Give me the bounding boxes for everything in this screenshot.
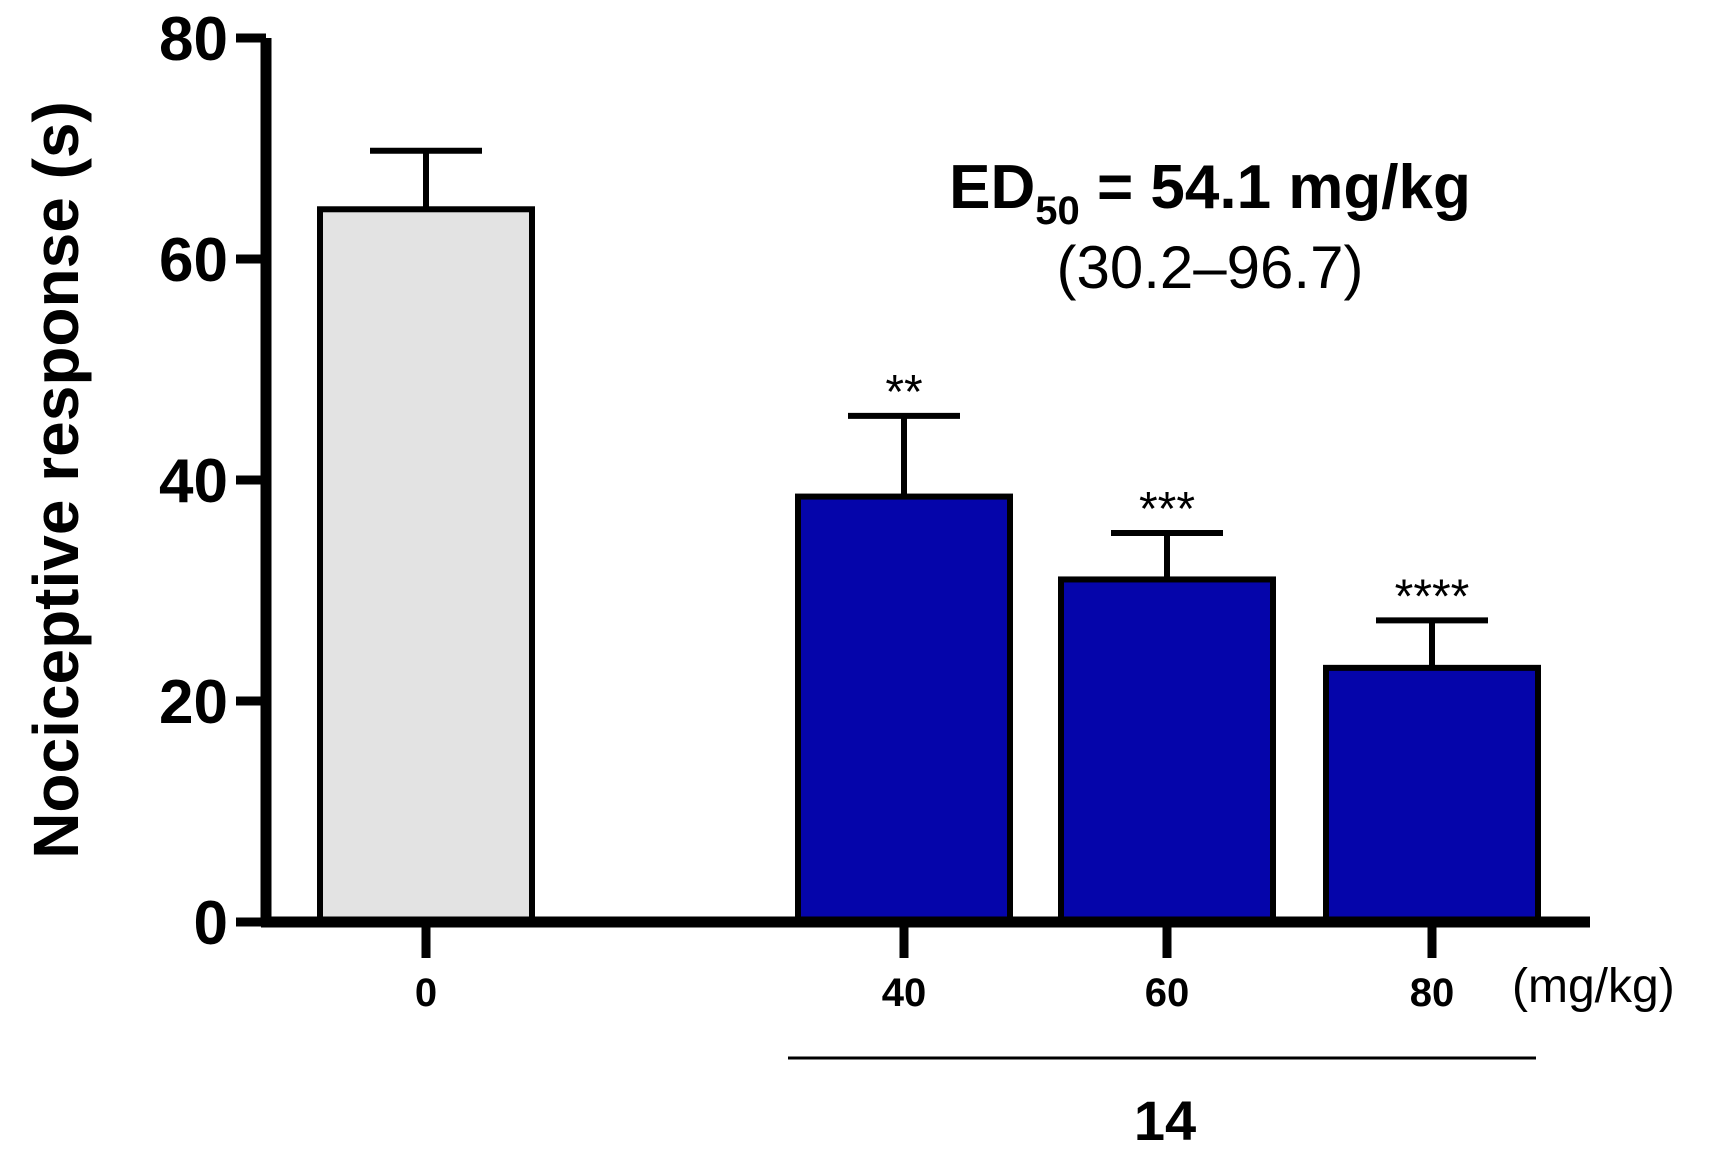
- y-axis-label: Nociceptive response (s): [20, 101, 92, 859]
- significance-marker-40: **: [885, 366, 922, 419]
- x-tick-label-80: 80: [1410, 971, 1455, 1015]
- y-tick-label-80: 80: [159, 5, 228, 74]
- y-tick-label-40: 40: [159, 447, 228, 516]
- y-ticks: 0 20 40 60 80: [159, 5, 266, 958]
- bar-60: [1058, 576, 1276, 925]
- y-tick-label-20: 20: [159, 668, 228, 737]
- significance-marker-60: ***: [1139, 483, 1195, 536]
- significance-marker-80: ****: [1395, 570, 1470, 623]
- x-ticks: 0 40 60 80: [415, 922, 1454, 1015]
- bars-layer: [317, 206, 1541, 925]
- x-tick-label-0: 0: [415, 971, 437, 1015]
- x-tick-label-40: 40: [882, 971, 927, 1015]
- y-tick-label-60: 60: [159, 226, 228, 295]
- ed50-confidence-interval: (30.2–96.7): [1057, 234, 1364, 301]
- ed50-annotation: ED50 = 54.1 mg/kg: [949, 153, 1471, 233]
- ed50-subscript: 50: [1035, 189, 1080, 233]
- bar-80: [1323, 664, 1541, 925]
- x-tick-label-60: 60: [1145, 971, 1190, 1015]
- bar-40: [795, 493, 1013, 925]
- x-unit-label: (mg/kg): [1512, 960, 1675, 1013]
- group-label: 14: [1134, 1089, 1196, 1152]
- error-bars-layer: [370, 147, 1488, 668]
- ed50-value: = 54.1 mg/kg: [1080, 153, 1471, 222]
- ed50-prefix: ED: [949, 153, 1035, 222]
- y-tick-label-0: 0: [194, 889, 228, 958]
- significance-markers: *********: [885, 366, 1469, 623]
- bar-0: [317, 206, 535, 925]
